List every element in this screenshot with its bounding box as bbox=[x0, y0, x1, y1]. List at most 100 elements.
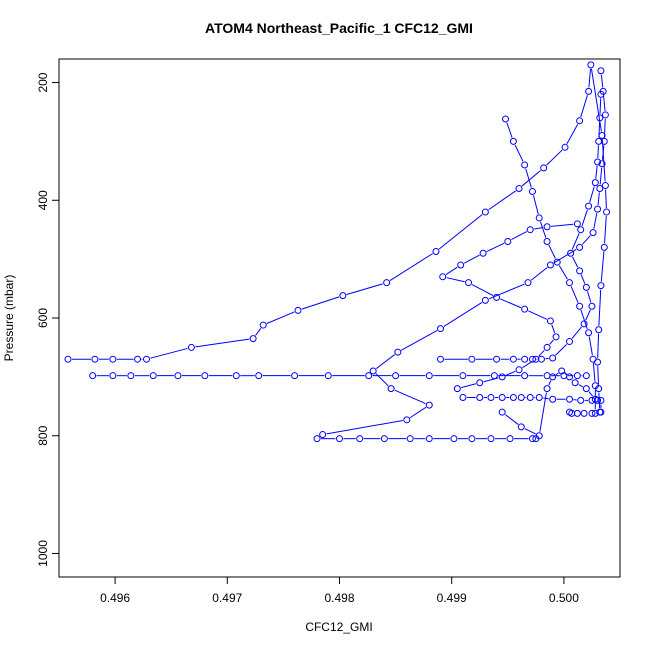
series-line-segment bbox=[301, 296, 340, 310]
series-line-segment bbox=[150, 347, 188, 359]
data-point bbox=[498, 408, 506, 416]
series-line-segment bbox=[571, 233, 580, 250]
data-point bbox=[324, 372, 332, 380]
data-point bbox=[535, 214, 543, 222]
series-line-segment bbox=[461, 383, 477, 389]
data-point bbox=[585, 329, 593, 337]
data-point bbox=[577, 226, 585, 234]
y-tick-label: 1000 bbox=[36, 540, 50, 567]
series-line-segment bbox=[595, 165, 598, 179]
series-line-segment bbox=[534, 226, 544, 230]
series-4 bbox=[319, 67, 609, 439]
data-point bbox=[487, 435, 495, 443]
data-point bbox=[436, 325, 444, 333]
data-point bbox=[319, 431, 327, 439]
series-line-segment bbox=[401, 330, 438, 351]
data-point bbox=[476, 379, 484, 387]
data-point bbox=[585, 87, 593, 95]
data-point bbox=[595, 137, 603, 145]
series-line-segment bbox=[539, 392, 547, 432]
series-2 bbox=[89, 372, 590, 380]
series-line-segment bbox=[566, 124, 579, 145]
data-point bbox=[109, 372, 117, 380]
data-point bbox=[596, 185, 604, 192]
data-point bbox=[490, 372, 498, 380]
series-line-segment bbox=[538, 349, 545, 357]
series-line-segment bbox=[599, 167, 603, 185]
data-point bbox=[468, 435, 476, 443]
data-point bbox=[573, 372, 581, 380]
series-line-segment bbox=[598, 392, 601, 409]
x-axis-label: CFC12_GMI bbox=[305, 620, 372, 634]
data-point bbox=[589, 355, 597, 363]
series-line-segment bbox=[530, 267, 548, 281]
series-line-segment bbox=[598, 289, 602, 326]
series-line-segment bbox=[598, 121, 601, 138]
series-line-segment bbox=[599, 98, 602, 114]
data-point bbox=[587, 61, 595, 69]
series-line-segment bbox=[511, 231, 527, 241]
data-point bbox=[588, 302, 596, 310]
data-point bbox=[566, 408, 574, 416]
data-point bbox=[580, 409, 588, 417]
series-line-segment bbox=[394, 389, 426, 404]
series-3 bbox=[313, 435, 540, 443]
series-line-segment bbox=[570, 286, 579, 303]
data-point bbox=[457, 261, 465, 269]
data-point bbox=[597, 67, 605, 75]
data-point bbox=[450, 435, 458, 443]
data-point bbox=[543, 372, 551, 380]
data-point bbox=[597, 90, 605, 98]
series-line-segment bbox=[514, 144, 524, 162]
data-point bbox=[439, 273, 447, 281]
data-point bbox=[566, 395, 574, 403]
data-point bbox=[134, 355, 142, 363]
data-point bbox=[537, 355, 545, 363]
y-tick-label: 200 bbox=[36, 72, 50, 92]
series-7 bbox=[439, 220, 581, 393]
data-point bbox=[64, 355, 72, 363]
data-point bbox=[591, 395, 599, 403]
series-line-segment bbox=[553, 249, 577, 264]
data-point bbox=[521, 355, 529, 363]
data-point bbox=[487, 393, 495, 401]
series-line-segment bbox=[528, 310, 548, 320]
data-point bbox=[596, 114, 604, 122]
data-point bbox=[468, 355, 476, 363]
data-point bbox=[528, 187, 536, 195]
series-line-segment bbox=[581, 235, 591, 245]
data-point bbox=[498, 393, 506, 401]
data-point bbox=[313, 435, 321, 443]
data-point bbox=[187, 343, 195, 351]
x-tick-label: 0.500 bbox=[549, 591, 579, 605]
series-line-segment bbox=[601, 145, 605, 160]
series-line-segment bbox=[605, 189, 607, 209]
series-line-segment bbox=[506, 122, 513, 138]
data-point bbox=[515, 366, 523, 374]
data-point bbox=[387, 385, 395, 393]
series-line-segment bbox=[488, 283, 525, 300]
series-line-segment bbox=[597, 366, 600, 385]
data-point bbox=[356, 435, 364, 443]
data-point bbox=[576, 302, 584, 310]
y-tick-label: 800 bbox=[36, 425, 50, 445]
data-point bbox=[481, 296, 489, 304]
data-point bbox=[566, 373, 574, 381]
data-point bbox=[91, 355, 99, 363]
series-line-segment bbox=[597, 333, 600, 359]
data-point bbox=[601, 111, 609, 119]
data-point bbox=[535, 432, 543, 440]
data-point bbox=[506, 435, 514, 443]
data-point bbox=[459, 372, 467, 380]
data-point bbox=[406, 435, 414, 443]
series-line-segment bbox=[525, 168, 532, 188]
data-point bbox=[425, 372, 433, 380]
series-line-segment bbox=[375, 373, 389, 387]
data-point bbox=[498, 373, 506, 381]
data-point bbox=[436, 355, 444, 363]
series-line-segment bbox=[463, 254, 480, 264]
data-point bbox=[526, 393, 534, 401]
data-point bbox=[453, 385, 461, 393]
data-point bbox=[594, 205, 602, 213]
series-line-segment bbox=[548, 244, 556, 259]
